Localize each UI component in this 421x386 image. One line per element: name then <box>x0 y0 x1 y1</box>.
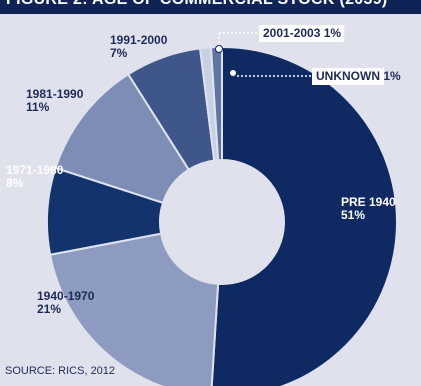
callout-box <box>312 68 384 85</box>
slice-unknown <box>209 45 223 162</box>
chart-title: FIGURE 2: AGE OF COMMERCIAL STOCK (2039) <box>6 0 388 9</box>
donut-hole <box>161 161 283 283</box>
slice-label: 1971-1980 <box>6 163 64 177</box>
source-note: SOURCE: RICS, 2012 <box>5 365 116 377</box>
slice-label: 2001-2003 1% <box>263 26 341 40</box>
slice-1940-1970 <box>48 232 220 386</box>
slice-label: 1981-1990 <box>26 87 84 101</box>
slice-label: 1991-2000 <box>110 33 168 47</box>
leader-dot <box>215 45 223 53</box>
slice-label: UNKNOWN 1% <box>316 69 401 83</box>
leader-dot <box>229 69 237 77</box>
slice-label: 51% <box>341 208 365 222</box>
slice-label: 8% <box>6 176 24 190</box>
slice-label: PRE 1940 <box>341 195 396 209</box>
title-bar: FIGURE 2: AGE OF COMMERCIAL STOCK (2039) <box>0 0 421 14</box>
slice-label: 11% <box>26 100 50 114</box>
slice-label: 7% <box>110 46 128 60</box>
callout-box <box>259 25 345 42</box>
slice-pre-1940 <box>210 45 398 386</box>
slice-label: 21% <box>37 302 61 316</box>
slice-label: 1940-1970 <box>37 289 95 303</box>
